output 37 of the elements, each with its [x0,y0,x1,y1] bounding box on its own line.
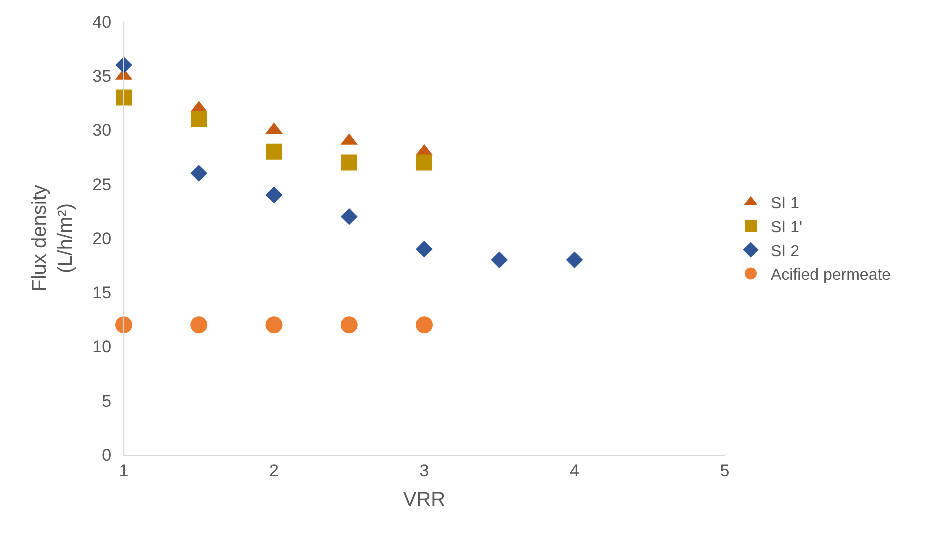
legend-label: SI 1' [771,219,803,236]
x-tick-label: 5 [720,461,730,480]
point [190,165,208,182]
y-axis-title: Flux density (L/h/m²) [29,185,78,292]
y-tick-label: 30 [92,121,112,140]
y-tick-label: 35 [92,67,112,86]
point [116,90,132,106]
point [491,252,508,269]
point [266,144,282,160]
y-tick-label: 40 [92,12,112,32]
point [416,240,433,258]
point [116,56,132,74]
y-tick-label: 25 [92,175,112,194]
y-tick-label: 20 [92,229,112,248]
point [416,154,432,171]
point [340,316,358,334]
legend-label: Acified permeate [771,267,892,284]
y-tick-label: 15 [92,284,112,303]
point [266,316,283,334]
x-tick-label: 2 [270,461,279,480]
y-tick-label: 0 [102,446,112,465]
legend-label: SI 2 [771,243,800,260]
y-tick-label: 10 [92,338,112,357]
point [416,316,433,334]
x-tick-label: 3 [420,461,430,480]
point [341,154,358,171]
point [116,316,132,334]
point [191,111,208,128]
legend-label: SI 1 [771,196,800,213]
x-tick-label: 4 [570,461,580,480]
x-tick-label: 1 [119,461,129,480]
point [266,186,283,204]
point [566,252,584,269]
x-axis-title: VRR [403,488,446,511]
y-tick-label: 5 [102,392,112,411]
point [340,208,358,226]
point [190,316,208,334]
